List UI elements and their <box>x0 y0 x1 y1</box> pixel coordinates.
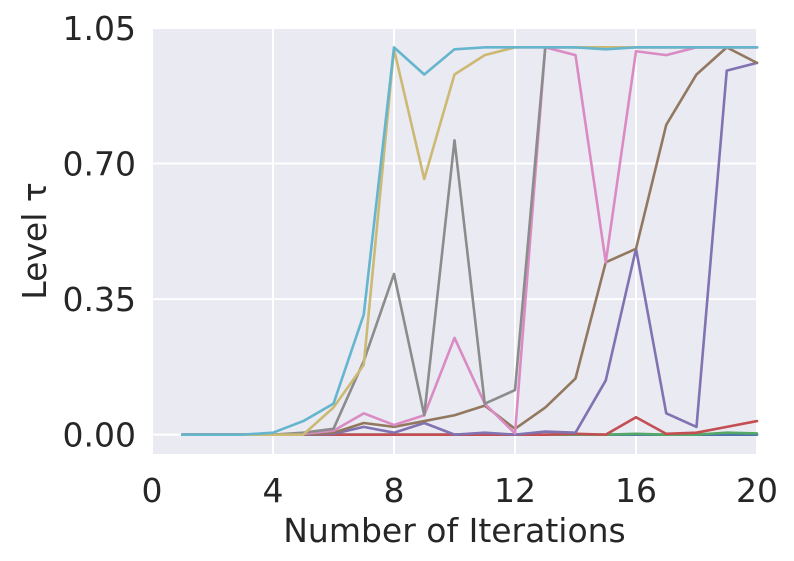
x-tick-label: 16 <box>615 471 657 510</box>
y-tick-label: 0.00 <box>63 416 136 455</box>
y-tick-label: 0.35 <box>63 280 136 319</box>
x-tick-label: 8 <box>384 471 405 510</box>
x-tick-label: 12 <box>494 471 536 510</box>
y-axis-label: Level τ <box>15 182 54 299</box>
y-tick-label: 1.05 <box>63 9 136 48</box>
x-tick-label: 4 <box>263 471 284 510</box>
plot-background <box>152 28 757 454</box>
x-axis-label: Number of Iterations <box>283 511 626 550</box>
x-tick-label: 20 <box>736 471 778 510</box>
y-tick-label: 0.70 <box>63 145 136 184</box>
series-lines <box>180 46 759 436</box>
x-tick-label: 0 <box>142 471 163 510</box>
x-tick-labels: 0 4 8 12 16 20 <box>142 471 779 510</box>
series-line-9 <box>180 46 759 436</box>
y-tick-labels: 0.00 0.35 0.70 1.05 <box>63 9 136 455</box>
